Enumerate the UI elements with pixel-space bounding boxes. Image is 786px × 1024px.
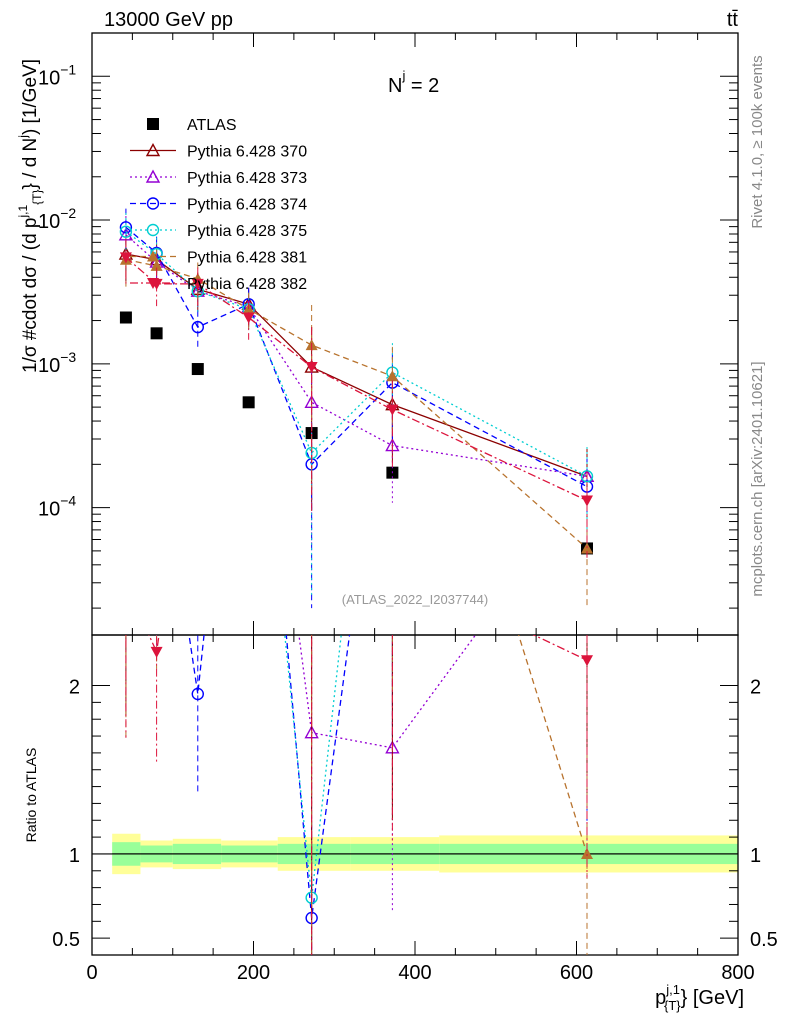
- main-y-tick-label-1: 10−2: [38, 205, 76, 233]
- ratio-point-p375-0: [120, 360, 131, 371]
- legend-marker-p382: [147, 278, 159, 289]
- legend-label-p375: Pythia 6.428 375: [187, 223, 307, 240]
- main-axes: 10−1 10−2 10−3 10−4: [38, 32, 739, 635]
- x-tick-label-2: 400: [398, 962, 431, 984]
- ratio-point-p373-1: [151, 494, 163, 505]
- njets-value: = 2: [405, 75, 439, 97]
- njets-sup: j: [401, 68, 405, 83]
- rivet-label: Rivet 4.1.0, ≥ 100k events: [749, 55, 766, 228]
- ratio-point-p381-6: [580, 847, 593, 859]
- ratio-y-tick-label-right-1: 1: [750, 845, 761, 867]
- point-p375-6: [580, 470, 594, 483]
- legend-marker-p374: [146, 197, 160, 210]
- x-tick-label-4: 800: [721, 962, 754, 984]
- legend-marker-p370: [145, 143, 161, 157]
- ratio-series-p382: [120, 361, 593, 955]
- legend-marker-p381: [147, 250, 159, 262]
- njets-label-group: Nj = 2: [388, 68, 439, 97]
- series-ATLAS: [119, 311, 593, 555]
- series-p382: [119, 238, 593, 558]
- x-tick-label-1: 200: [237, 962, 270, 984]
- ratio-point-p382-6: [580, 655, 593, 667]
- legend-marker-p375: [146, 223, 160, 237]
- ratio-line-p381: [517, 635, 588, 855]
- point-ATLAS-2: [191, 363, 204, 376]
- ratio-point-p375-2: [192, 427, 203, 438]
- ratio-ylabel: Ratio to ATLAS: [23, 748, 39, 843]
- series-p374: [119, 208, 594, 609]
- mcplots-label: mcplots.cern.ch [arXiv:2401.10621]: [749, 361, 766, 596]
- ratio-y-tick-label-right-0: 0.5: [750, 929, 778, 951]
- ratio-point-p381-5: [386, 225, 398, 236]
- process-label: tt̄: [727, 9, 739, 31]
- series-p381: [119, 240, 593, 606]
- main-y-tick-label-3: 10−4: [38, 493, 76, 521]
- legend-label-p370: Pythia 6.428 370: [187, 144, 307, 161]
- ratio-line-p382: [148, 635, 588, 661]
- point-p374-2: [191, 320, 204, 334]
- ratio-point-p374-2: [191, 687, 204, 701]
- point-p382-5: [386, 404, 399, 416]
- ratio-y-tick-label-right-2: 2: [750, 677, 761, 699]
- ratio-line-p374: [188, 635, 351, 919]
- point-p381-1: [150, 259, 163, 271]
- legend-label-ATLAS: ATLAS: [187, 117, 237, 134]
- ratio-axes: 0 200 400 600 800 0.5 0.5 1 1 2 2: [52, 635, 778, 984]
- ratio-point-p382-5: [386, 563, 398, 574]
- ratio-point-p370-1: [151, 461, 163, 472]
- watermark: (ATLAS_2022_I2037744): [342, 592, 488, 607]
- njets-label: N: [388, 75, 402, 97]
- ratio-point-p382-1: [150, 646, 163, 658]
- ratio-uncertainty-bands: [92, 833, 738, 875]
- ratio-point-p381-1: [151, 511, 163, 522]
- point-p382-6: [580, 495, 593, 507]
- ratio-point-p373-2: [192, 427, 204, 438]
- ratio-point-p375-1: [151, 411, 162, 422]
- series-p375: [119, 212, 594, 597]
- legend-label-p373: Pythia 6.428 373: [187, 170, 307, 187]
- point-p381-5: [386, 370, 399, 382]
- point-ATLAS-1: [150, 327, 163, 340]
- main-y-tick-label-2: 10−3: [38, 349, 76, 377]
- ratio-point-p375-5: [387, 175, 398, 186]
- ratio-panel-frame: [91, 634, 739, 956]
- ratio-point-p373-0: [120, 393, 132, 404]
- point-ATLAS-3: [242, 396, 255, 409]
- legend-label-p382: Pythia 6.428 382: [187, 276, 307, 293]
- ratio-point-p370-5: [386, 511, 398, 522]
- ratio-point-p370-2: [192, 410, 204, 421]
- point-p382-2: [191, 278, 204, 290]
- main-y-tick-label-0: 10−1: [38, 61, 76, 89]
- series-line-p381: [125, 259, 588, 549]
- legend-label-p374: Pythia 6.428 374: [187, 197, 307, 214]
- legend-marker-ATLAS: [147, 118, 159, 130]
- series-line-p375: [125, 231, 588, 477]
- ratio-point-p374-5: [387, 310, 398, 321]
- point-p382-4: [305, 362, 318, 374]
- ratio-point-p381-0: [120, 578, 132, 589]
- ratio-y-tick-label-1: 1: [69, 845, 80, 867]
- ratio-y-tick-label-2: 2: [69, 677, 80, 699]
- point-p382-3: [242, 312, 255, 324]
- main-series-group: [118, 208, 595, 609]
- ratio-series-group: [120, 175, 593, 955]
- point-p374-0: [119, 221, 133, 234]
- x-tick-label-0: 0: [86, 962, 97, 984]
- point-p375-0: [119, 225, 133, 238]
- ratio-point-p370-0: [120, 545, 132, 556]
- ratio-point-p382-3: [243, 361, 255, 372]
- x-tick-label-3: 600: [560, 962, 593, 984]
- legend-label-p381: Pythia 6.428 381: [187, 250, 307, 267]
- ratio-y-tick-label-0: 0.5: [52, 929, 80, 951]
- xlabel: pj,1 {T}} [GeV]: [655, 982, 744, 1013]
- ratio-point-p374-1: [151, 411, 162, 422]
- ratio-point-p382-0: [120, 579, 132, 590]
- point-p382-0: [119, 252, 132, 264]
- point-ATLAS-0: [119, 311, 132, 324]
- energy-label: 13000 GeV pp: [104, 9, 233, 31]
- legend: ATLAS Pythia 6.428 370 Pythia 6.428 373 Pyt…: [130, 117, 307, 293]
- legend-marker-p373: [145, 169, 161, 183]
